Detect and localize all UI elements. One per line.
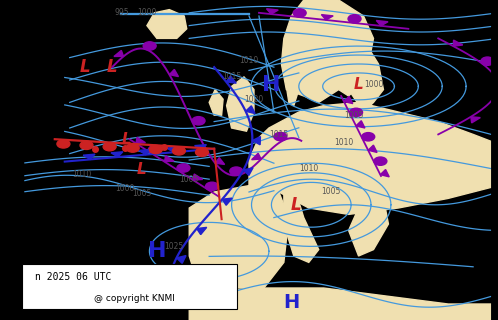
Polygon shape [209, 90, 223, 115]
Circle shape [230, 167, 243, 175]
Circle shape [481, 57, 494, 65]
Text: 1020: 1020 [245, 95, 263, 104]
Circle shape [57, 140, 70, 148]
Circle shape [103, 142, 116, 151]
Circle shape [348, 15, 361, 23]
Text: 1000: 1000 [364, 80, 383, 89]
Text: 1005: 1005 [344, 111, 363, 120]
Polygon shape [266, 9, 278, 14]
Circle shape [492, 97, 498, 105]
Circle shape [293, 9, 306, 17]
Polygon shape [284, 166, 319, 262]
Polygon shape [376, 20, 388, 26]
Polygon shape [167, 147, 179, 152]
Circle shape [143, 42, 156, 50]
Polygon shape [349, 192, 388, 256]
Circle shape [149, 145, 162, 154]
Polygon shape [169, 69, 178, 76]
Polygon shape [251, 153, 261, 160]
Text: 1025: 1025 [165, 242, 184, 251]
Text: 1010: 1010 [73, 170, 92, 179]
Polygon shape [136, 137, 145, 143]
Polygon shape [249, 102, 498, 214]
Polygon shape [227, 77, 254, 131]
Text: 1010: 1010 [299, 164, 318, 172]
Text: L: L [291, 196, 302, 214]
Circle shape [172, 147, 185, 155]
Text: 1000: 1000 [115, 184, 134, 193]
Polygon shape [189, 186, 289, 288]
Polygon shape [344, 96, 353, 104]
Polygon shape [164, 156, 174, 162]
Polygon shape [380, 170, 389, 177]
Circle shape [350, 108, 363, 116]
Polygon shape [356, 121, 365, 128]
Circle shape [206, 182, 219, 190]
Text: H: H [283, 293, 299, 312]
Text: L: L [107, 58, 118, 76]
Polygon shape [453, 40, 463, 46]
Polygon shape [471, 117, 480, 123]
Polygon shape [244, 168, 253, 175]
Polygon shape [114, 51, 124, 56]
Text: L: L [79, 58, 90, 76]
Polygon shape [368, 145, 377, 152]
Circle shape [80, 141, 93, 149]
Polygon shape [246, 106, 255, 114]
Text: H: H [262, 75, 281, 95]
Polygon shape [286, 80, 299, 106]
Polygon shape [189, 288, 498, 320]
Polygon shape [252, 137, 260, 145]
Text: L: L [122, 132, 132, 147]
Text: 1005: 1005 [132, 189, 151, 198]
Polygon shape [273, 205, 282, 230]
Text: L: L [137, 162, 147, 177]
Circle shape [177, 164, 190, 172]
Polygon shape [215, 158, 225, 164]
Text: @ copyright KNMI: @ copyright KNMI [94, 294, 175, 303]
Polygon shape [83, 154, 95, 159]
Text: 1010: 1010 [334, 138, 353, 147]
Polygon shape [197, 228, 207, 235]
Polygon shape [349, 38, 383, 112]
Circle shape [362, 132, 374, 141]
Text: 1015: 1015 [222, 72, 241, 81]
Text: L: L [354, 77, 364, 92]
Polygon shape [497, 77, 498, 84]
Circle shape [374, 157, 387, 165]
Circle shape [274, 132, 287, 141]
Polygon shape [281, 0, 374, 102]
Text: 1015: 1015 [269, 130, 288, 139]
Text: 1005: 1005 [180, 175, 199, 184]
Polygon shape [139, 149, 151, 155]
Polygon shape [321, 15, 333, 20]
Text: 995: 995 [115, 8, 129, 17]
Polygon shape [193, 174, 203, 180]
Polygon shape [111, 152, 123, 157]
Text: 1010: 1010 [240, 56, 258, 65]
Polygon shape [176, 256, 186, 263]
Polygon shape [226, 76, 236, 83]
Text: 1000: 1000 [137, 8, 156, 17]
Text: n 2025 06 UTC: n 2025 06 UTC [35, 272, 111, 282]
Text: H: H [147, 241, 166, 261]
Text: 1005: 1005 [322, 188, 341, 196]
Circle shape [148, 146, 161, 154]
Polygon shape [195, 145, 206, 150]
Circle shape [126, 144, 139, 152]
Polygon shape [147, 10, 187, 38]
Circle shape [196, 148, 209, 156]
Polygon shape [222, 198, 232, 205]
FancyBboxPatch shape [22, 264, 237, 309]
Circle shape [192, 116, 205, 125]
